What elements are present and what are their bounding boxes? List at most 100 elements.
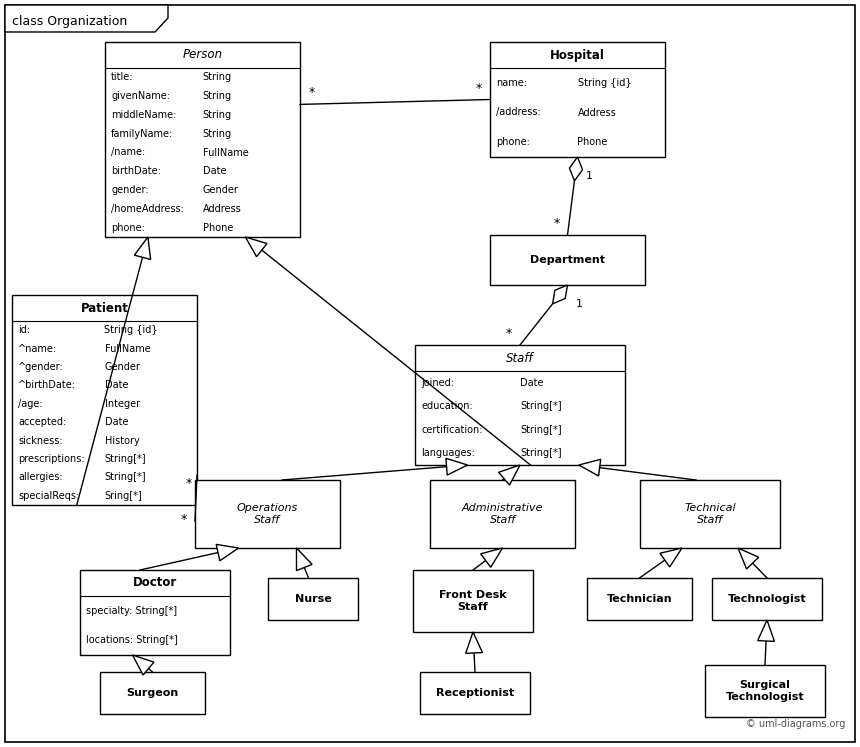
Bar bbox=[268, 578, 358, 620]
Text: id:: id: bbox=[18, 325, 30, 335]
Text: middleName:: middleName: bbox=[111, 110, 176, 120]
Polygon shape bbox=[481, 548, 502, 567]
Text: Administrative
Staff: Administrative Staff bbox=[462, 503, 544, 525]
Bar bbox=[100, 672, 205, 714]
Text: *: * bbox=[186, 477, 192, 490]
Text: *: * bbox=[181, 512, 187, 526]
Text: String[*]: String[*] bbox=[520, 425, 562, 435]
Polygon shape bbox=[465, 632, 482, 654]
Text: String {id}: String {id} bbox=[578, 78, 631, 88]
Bar bbox=[430, 480, 575, 548]
Bar bbox=[105, 42, 300, 237]
Text: name:: name: bbox=[496, 78, 527, 88]
Text: prescriptions:: prescriptions: bbox=[18, 454, 84, 464]
Text: Gender: Gender bbox=[105, 362, 140, 372]
Text: Date: Date bbox=[105, 380, 128, 391]
Text: Technician: Technician bbox=[606, 594, 673, 604]
Polygon shape bbox=[553, 285, 568, 304]
Bar bbox=[415, 345, 625, 465]
Bar bbox=[705, 665, 825, 717]
Text: givenName:: givenName: bbox=[111, 91, 170, 101]
Polygon shape bbox=[738, 548, 759, 569]
Text: /age:: /age: bbox=[18, 399, 43, 409]
Text: String[*]: String[*] bbox=[520, 401, 562, 412]
Text: Receptionist: Receptionist bbox=[436, 688, 514, 698]
Text: Address: Address bbox=[202, 204, 242, 214]
Text: Operations
Staff: Operations Staff bbox=[237, 503, 298, 525]
Text: class Organization: class Organization bbox=[12, 14, 127, 28]
Text: Phone: Phone bbox=[578, 137, 608, 147]
Text: Surgeon: Surgeon bbox=[126, 688, 179, 698]
Bar bbox=[12, 295, 197, 505]
Text: String: String bbox=[202, 91, 231, 101]
Bar bbox=[195, 480, 340, 548]
Polygon shape bbox=[245, 237, 267, 257]
Polygon shape bbox=[445, 459, 468, 475]
Text: FullName: FullName bbox=[105, 344, 150, 353]
Text: /address:: /address: bbox=[496, 108, 541, 117]
Text: specialReqs:: specialReqs: bbox=[18, 491, 79, 500]
Polygon shape bbox=[134, 237, 150, 259]
Text: locations: String[*]: locations: String[*] bbox=[86, 635, 178, 645]
Text: Hospital: Hospital bbox=[550, 49, 605, 61]
Text: Date: Date bbox=[105, 418, 128, 427]
Text: Surgical
Technologist: Surgical Technologist bbox=[726, 681, 804, 701]
Text: *: * bbox=[553, 217, 560, 230]
Text: phone:: phone: bbox=[111, 223, 144, 232]
Text: Sring[*]: Sring[*] bbox=[105, 491, 142, 500]
Bar bbox=[640, 480, 780, 548]
Text: allergies:: allergies: bbox=[18, 472, 63, 483]
Text: familyName:: familyName: bbox=[111, 128, 173, 139]
Text: sickness:: sickness: bbox=[18, 436, 63, 446]
Bar bbox=[490, 235, 645, 285]
Text: ^birthDate:: ^birthDate: bbox=[18, 380, 76, 391]
Text: birthDate:: birthDate: bbox=[111, 167, 161, 176]
Polygon shape bbox=[569, 157, 582, 181]
Text: String: String bbox=[202, 128, 231, 139]
Bar bbox=[80, 570, 230, 655]
Text: /homeAddress:: /homeAddress: bbox=[111, 204, 184, 214]
Text: education:: education: bbox=[421, 401, 473, 412]
Text: Nurse: Nurse bbox=[295, 594, 331, 604]
Text: String[*]: String[*] bbox=[105, 472, 146, 483]
Text: Phone: Phone bbox=[202, 223, 233, 232]
Text: String: String bbox=[202, 110, 231, 120]
Text: 1: 1 bbox=[575, 299, 582, 309]
Text: languages:: languages: bbox=[421, 448, 475, 458]
Text: Technical
Staff: Technical Staff bbox=[685, 503, 736, 525]
Text: Technologist: Technologist bbox=[728, 594, 807, 604]
Text: FullName: FullName bbox=[202, 147, 249, 158]
Polygon shape bbox=[132, 655, 154, 675]
Text: String[*]: String[*] bbox=[105, 454, 146, 464]
Polygon shape bbox=[579, 459, 600, 476]
Polygon shape bbox=[216, 545, 238, 561]
Text: *: * bbox=[506, 327, 512, 340]
Text: String[*]: String[*] bbox=[520, 448, 562, 458]
Polygon shape bbox=[758, 620, 775, 642]
Text: String: String bbox=[202, 72, 231, 82]
Text: History: History bbox=[105, 436, 139, 446]
Text: String {id}: String {id} bbox=[105, 325, 158, 335]
Text: 1: 1 bbox=[586, 171, 593, 181]
Bar bbox=[413, 570, 533, 632]
Text: gender:: gender: bbox=[111, 185, 149, 195]
Bar bbox=[420, 672, 530, 714]
Text: specialty: String[*]: specialty: String[*] bbox=[86, 606, 177, 616]
Text: Date: Date bbox=[520, 378, 544, 388]
Bar bbox=[490, 42, 665, 157]
Text: joined:: joined: bbox=[421, 378, 454, 388]
Text: Gender: Gender bbox=[202, 185, 238, 195]
Bar bbox=[587, 578, 692, 620]
Text: Person: Person bbox=[182, 49, 223, 61]
Text: *: * bbox=[476, 81, 482, 95]
Polygon shape bbox=[499, 465, 520, 485]
Polygon shape bbox=[5, 5, 168, 32]
Text: © uml-diagrams.org: © uml-diagrams.org bbox=[746, 719, 845, 729]
Text: title:: title: bbox=[111, 72, 133, 82]
Text: Integer: Integer bbox=[105, 399, 139, 409]
Text: Address: Address bbox=[578, 108, 617, 117]
Polygon shape bbox=[660, 548, 682, 567]
Text: /name:: /name: bbox=[111, 147, 145, 158]
Polygon shape bbox=[297, 548, 312, 571]
Text: phone:: phone: bbox=[496, 137, 530, 147]
